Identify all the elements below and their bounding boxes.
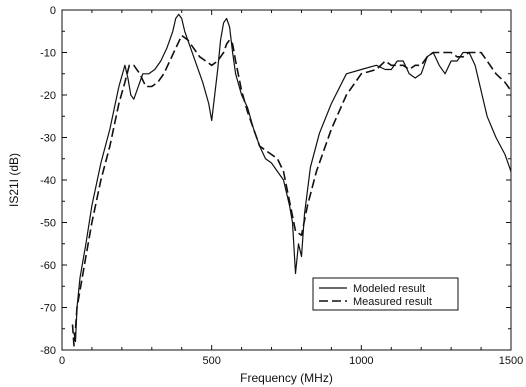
y-tick-label: -50	[40, 218, 56, 230]
y-tick-label: -70	[40, 303, 56, 315]
y-tick-label: -60	[40, 260, 56, 272]
legend: Modeled result Measured result	[312, 277, 459, 311]
y-tick-label: -20	[40, 90, 56, 102]
series-layer	[71, 13, 512, 347]
y-tick-label: 0	[50, 5, 56, 17]
x-tick-label: 0	[59, 355, 65, 367]
y-tick-label: -10	[40, 48, 56, 60]
series-line-measured	[71, 34, 512, 347]
y-axis-label: IS21I (dB)	[7, 153, 21, 207]
legend-label-measured: Measured result	[353, 296, 432, 308]
legend-box	[312, 277, 459, 311]
y-tick-label: -80	[40, 345, 56, 357]
legend-label-modeled: Modeled result	[353, 283, 425, 295]
x-axis-label: Frequency (MHz)	[240, 371, 333, 385]
x-tick-label: 500	[202, 355, 220, 367]
x-tick-label: 1000	[349, 355, 373, 367]
plot-frame	[61, 9, 512, 351]
x-tick-label: 1500	[499, 355, 523, 367]
tick-layer: 0 500 1000 1500 0 -10 -20 -30 -40 -50 -60 -70 -80	[40, 5, 523, 367]
y-tick-label: -30	[40, 133, 56, 145]
y-tick-label: -40	[40, 175, 56, 187]
